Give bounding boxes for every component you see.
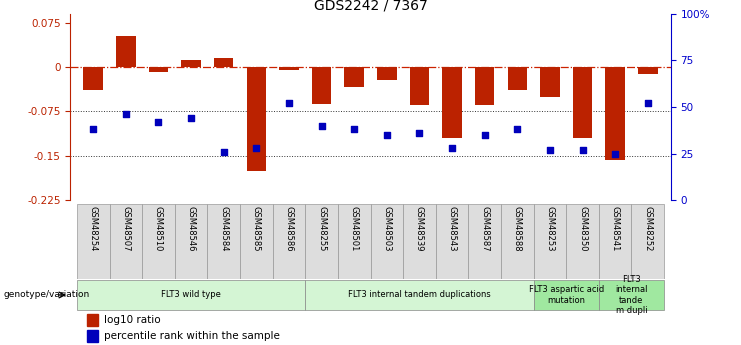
Point xyxy=(446,145,458,151)
Point xyxy=(120,112,132,117)
Bar xyxy=(370,204,403,279)
Point xyxy=(348,127,360,132)
Point xyxy=(479,132,491,138)
Point xyxy=(576,147,588,152)
Bar xyxy=(508,67,527,89)
Bar xyxy=(142,204,175,279)
Bar xyxy=(599,204,631,279)
Bar xyxy=(534,204,566,279)
Bar xyxy=(279,67,299,70)
Text: FLT3
internal
tande
m dupli: FLT3 internal tande m dupli xyxy=(615,275,648,315)
Point xyxy=(283,100,295,106)
Text: GSM48255: GSM48255 xyxy=(317,206,326,251)
Text: GSM48253: GSM48253 xyxy=(545,206,554,251)
Bar xyxy=(149,67,168,72)
Bar xyxy=(403,204,436,279)
Point xyxy=(316,123,328,128)
Bar xyxy=(638,67,657,74)
Text: FLT3 aspartic acid
mutation: FLT3 aspartic acid mutation xyxy=(528,285,604,305)
Point xyxy=(413,130,425,136)
Text: genotype/variation: genotype/variation xyxy=(4,290,90,299)
Bar xyxy=(240,204,273,279)
Text: GSM48584: GSM48584 xyxy=(219,206,228,251)
Text: GSM48539: GSM48539 xyxy=(415,206,424,251)
Text: GSM48254: GSM48254 xyxy=(89,206,98,251)
Text: GSM48585: GSM48585 xyxy=(252,206,261,251)
Bar xyxy=(540,67,559,97)
Bar xyxy=(468,204,501,279)
Bar xyxy=(631,204,664,279)
Point xyxy=(218,149,230,155)
Bar xyxy=(175,204,207,279)
Text: GSM48501: GSM48501 xyxy=(350,206,359,251)
Text: FLT3 wild type: FLT3 wild type xyxy=(161,290,221,299)
Bar xyxy=(345,67,364,87)
Bar xyxy=(116,36,136,67)
Bar xyxy=(305,204,338,279)
Text: percentile rank within the sample: percentile rank within the sample xyxy=(104,332,280,341)
Bar xyxy=(110,204,142,279)
Bar xyxy=(77,280,305,310)
Bar xyxy=(77,204,110,279)
Text: GSM48507: GSM48507 xyxy=(122,206,130,251)
Text: GSM48503: GSM48503 xyxy=(382,206,391,251)
Text: GSM48587: GSM48587 xyxy=(480,206,489,251)
Bar xyxy=(573,67,592,138)
Bar xyxy=(338,204,370,279)
Bar xyxy=(87,330,98,342)
Bar xyxy=(605,67,625,160)
Bar xyxy=(247,67,266,170)
Text: GSM48541: GSM48541 xyxy=(611,206,619,251)
Point xyxy=(185,115,197,121)
Bar xyxy=(442,67,462,138)
Text: GSM48588: GSM48588 xyxy=(513,206,522,251)
Title: GDS2242 / 7367: GDS2242 / 7367 xyxy=(313,0,428,13)
Text: log10 ratio: log10 ratio xyxy=(104,315,161,325)
Text: GSM48586: GSM48586 xyxy=(285,206,293,251)
Bar xyxy=(501,204,534,279)
Point xyxy=(642,100,654,106)
Text: GSM48252: GSM48252 xyxy=(643,206,652,251)
Point xyxy=(609,151,621,156)
Point xyxy=(544,147,556,152)
Bar xyxy=(475,67,494,106)
Text: GSM48546: GSM48546 xyxy=(187,206,196,251)
Bar xyxy=(436,204,468,279)
Point xyxy=(87,127,99,132)
Bar xyxy=(599,280,664,310)
Text: GSM48350: GSM48350 xyxy=(578,206,587,251)
Bar xyxy=(305,280,534,310)
Bar xyxy=(534,280,599,310)
Point xyxy=(153,119,165,125)
Point xyxy=(381,132,393,138)
Bar xyxy=(87,314,98,326)
Point xyxy=(511,127,523,132)
Bar xyxy=(377,67,396,80)
Bar xyxy=(566,204,599,279)
Bar xyxy=(84,67,103,89)
Point xyxy=(250,145,262,151)
Text: GSM48543: GSM48543 xyxy=(448,206,456,251)
Bar xyxy=(410,67,429,106)
Bar xyxy=(312,67,331,104)
Bar xyxy=(214,58,233,67)
Text: GSM48510: GSM48510 xyxy=(154,206,163,251)
Text: FLT3 internal tandem duplications: FLT3 internal tandem duplications xyxy=(348,290,491,299)
Bar xyxy=(273,204,305,279)
Bar xyxy=(182,60,201,67)
Bar xyxy=(207,204,240,279)
